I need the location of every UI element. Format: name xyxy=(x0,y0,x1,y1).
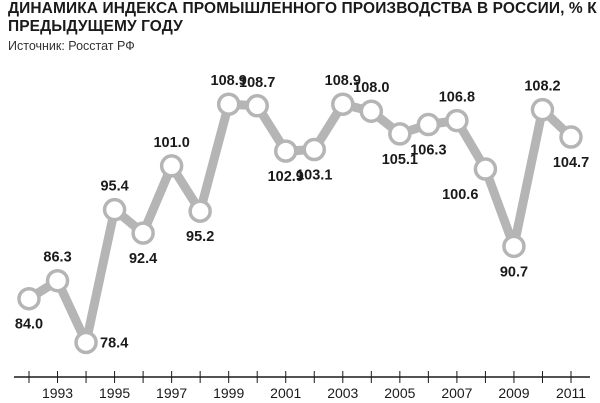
data-label: 104.7 xyxy=(553,155,589,171)
data-point-marker xyxy=(302,137,327,162)
data-point-marker xyxy=(416,112,441,137)
data-point-marker xyxy=(331,92,355,116)
data-label: 108.9 xyxy=(325,73,361,89)
data-label: 90.7 xyxy=(500,264,528,280)
data-point-marker xyxy=(45,268,70,293)
x-tick-label: 2009 xyxy=(498,385,529,401)
data-point-marker xyxy=(102,197,127,222)
data-label: 103.1 xyxy=(296,168,332,184)
data-label: 95.2 xyxy=(186,229,214,245)
x-tick-label: 2003 xyxy=(327,385,358,401)
x-tick-label: 1997 xyxy=(156,385,187,401)
data-point-marker xyxy=(530,97,555,122)
data-point-marker xyxy=(159,154,184,178)
x-tick-label: 2007 xyxy=(441,385,472,401)
data-label: 108.9 xyxy=(211,73,247,89)
data-point-marker xyxy=(216,92,241,116)
data-label: 105.1 xyxy=(382,152,418,168)
x-tick-label: 2011 xyxy=(556,385,586,401)
data-label: 106.3 xyxy=(410,143,446,159)
data-label: 108.7 xyxy=(239,75,275,91)
data-point-marker xyxy=(559,125,583,149)
data-label: 78.4 xyxy=(100,335,128,351)
chart-source: Источник: Росстат РФ xyxy=(8,39,135,53)
data-point-marker xyxy=(445,108,469,133)
x-tick-label: 1999 xyxy=(213,385,244,401)
data-label: 101.0 xyxy=(153,135,189,151)
data-label: 86.3 xyxy=(43,250,71,266)
x-tick-label: 1993 xyxy=(42,385,73,401)
data-point-marker xyxy=(359,99,384,123)
data-point-marker xyxy=(188,199,212,223)
data-label: 92.4 xyxy=(129,251,157,267)
data-point-marker xyxy=(245,94,269,118)
data-label: 84.0 xyxy=(15,317,43,333)
data-label: 108.0 xyxy=(353,80,389,96)
data-label: 102.9 xyxy=(268,169,304,185)
data-point-marker xyxy=(131,221,155,245)
data-point-marker xyxy=(502,234,526,259)
chart-title: ДИНАМИКА ИНДЕКСА ПРОМЫШЛЕННОГО ПРОИЗВОДС… xyxy=(8,0,597,35)
data-point-marker xyxy=(388,122,412,146)
series-line xyxy=(24,99,576,347)
data-point-marker xyxy=(74,330,98,355)
data-label: 106.8 xyxy=(439,90,475,106)
data-label: 108.2 xyxy=(524,79,560,95)
x-tick-label: 2005 xyxy=(384,385,415,401)
data-point-marker xyxy=(17,286,41,311)
data-point-marker xyxy=(473,157,498,181)
x-tick-label: 2001 xyxy=(270,385,301,401)
x-tick-label: 1995 xyxy=(99,385,130,401)
data-label: 95.4 xyxy=(100,179,128,195)
data-point-marker xyxy=(273,139,298,163)
data-label: 100.6 xyxy=(442,187,478,203)
